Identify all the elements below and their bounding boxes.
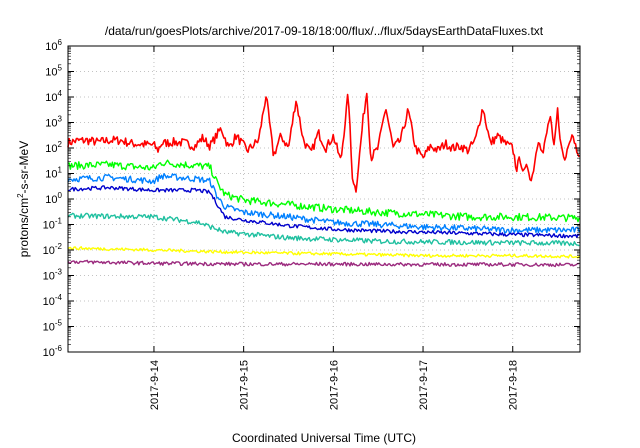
y-tick-base: 10 — [43, 322, 55, 334]
x-axis-label: Coordinated Universal Time (UTC) — [232, 431, 416, 445]
x-tick-label: 2017-9-18 — [508, 360, 520, 410]
y-tick-base: 10 — [45, 41, 57, 53]
series-line-7 — [67, 259, 580, 268]
y-tick-base: 10 — [43, 220, 55, 232]
y-axis-label: protons/cm2-s-sr-MeV — [16, 141, 31, 257]
y-tick-label: 10-1 — [43, 217, 63, 232]
y-axis-ticks: 10-610-510-410-310-210-11001011021031041… — [43, 38, 580, 359]
y-tick-exp: 2 — [58, 140, 63, 149]
y-tick-exp: -2 — [55, 242, 63, 251]
y-tick-label: 10-6 — [43, 344, 63, 359]
y-tick-base: 10 — [43, 271, 55, 283]
y-tick-exp: 4 — [58, 89, 63, 98]
y-tick-base: 10 — [43, 245, 55, 257]
y-tick-base: 10 — [45, 194, 57, 206]
series-line-5 — [67, 212, 580, 247]
y-tick-label: 100 — [45, 191, 62, 206]
y-tick-exp: -4 — [55, 293, 63, 302]
y-tick-label: 10-3 — [43, 268, 63, 283]
y-tick-exp: -5 — [55, 319, 63, 328]
y-tick-base: 10 — [43, 296, 55, 308]
y-tick-base: 10 — [43, 347, 55, 359]
series-line-6 — [67, 246, 580, 259]
y-tick-exp: 3 — [58, 115, 63, 124]
y-tick-label: 105 — [45, 64, 62, 79]
series-line-4 — [67, 185, 580, 239]
y-tick-label: 101 — [45, 166, 62, 181]
x-tick-label: 2017-9-16 — [328, 360, 340, 410]
y-tick-base: 10 — [45, 143, 57, 155]
y-tick-base: 10 — [45, 118, 57, 130]
y-tick-base: 10 — [45, 169, 57, 181]
y-tick-exp: -6 — [55, 344, 63, 353]
y-tick-label: 10-4 — [43, 293, 63, 308]
y-tick-exp: 0 — [58, 191, 63, 200]
y-axis-label-base: protons/cm — [17, 198, 31, 257]
y-axis-label-sup: 2 — [16, 193, 25, 198]
series-line-1 — [67, 92, 580, 193]
y-tick-base: 10 — [45, 67, 57, 79]
y-tick-label: 102 — [45, 140, 62, 155]
y-tick-label: 103 — [45, 115, 62, 130]
y-tick-exp: 6 — [58, 38, 63, 47]
chart-title: /data/run/goesPlots/archive/2017-09-18/1… — [105, 24, 544, 38]
x-axis-ticks: 2017-9-14 2017-9-15 2017-9-16 2017-9-17 2017… — [149, 46, 520, 410]
x-tick-label: 2017-9-14 — [149, 360, 161, 410]
series-line-3 — [67, 172, 580, 234]
x-tick-label: 2017-9-17 — [418, 360, 430, 410]
y-tick-exp: 1 — [58, 166, 63, 175]
x-tick-label: 2017-9-15 — [239, 360, 251, 410]
y-tick-label: 10-2 — [43, 242, 63, 257]
series-layer — [67, 92, 580, 268]
y-tick-label: 104 — [45, 89, 62, 104]
y-tick-exp: -1 — [55, 217, 63, 226]
y-tick-base: 10 — [45, 92, 57, 104]
y-tick-label: 10-5 — [43, 319, 63, 334]
y-tick-exp: 5 — [58, 64, 63, 73]
y-axis-label-rest: -s-sr-MeV — [17, 141, 31, 194]
series-line-2 — [67, 159, 580, 223]
y-tick-label: 106 — [45, 38, 62, 53]
y-tick-exp: -3 — [55, 268, 63, 277]
